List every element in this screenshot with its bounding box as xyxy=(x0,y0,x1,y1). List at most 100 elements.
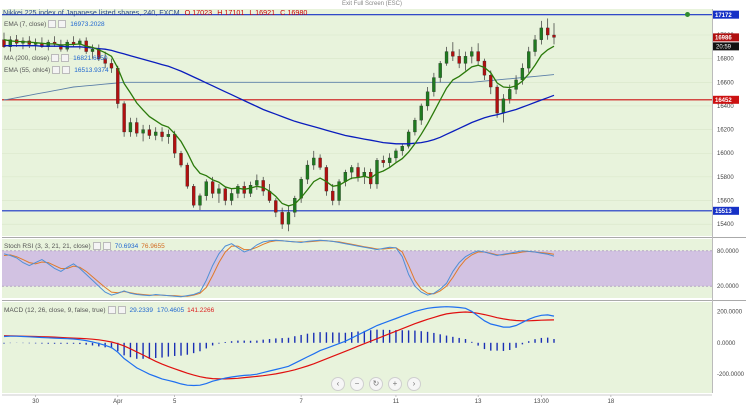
candle xyxy=(154,131,158,136)
candle xyxy=(552,34,556,38)
legend-ema7[interactable]: EMA (7, close) 16973.2028 xyxy=(4,20,105,29)
status-dot-icon xyxy=(685,12,690,17)
exit-fullscreen-button[interactable]: Exit Full Screen (ESC) xyxy=(342,1,403,7)
candle xyxy=(280,212,284,225)
candle xyxy=(192,186,196,206)
level-label-bg xyxy=(713,10,739,19)
candle xyxy=(394,150,398,159)
candle xyxy=(90,49,95,52)
macd-tick-label: -200.0000 xyxy=(717,372,745,378)
candle xyxy=(210,181,215,194)
candle xyxy=(337,181,341,201)
candle xyxy=(312,157,316,166)
candle xyxy=(343,172,348,182)
candle xyxy=(425,91,430,107)
main-pane-bg xyxy=(2,9,712,236)
chart-navigation: ‹ − ↻ + › xyxy=(331,373,426,391)
candle xyxy=(128,122,133,133)
x-tick-label: 11 xyxy=(393,399,400,405)
ohlc-open: O 17023 xyxy=(184,8,213,17)
candle xyxy=(204,181,208,196)
y-tick-label: 15600 xyxy=(717,199,734,205)
nav-zoom-out-button[interactable]: − xyxy=(350,377,364,391)
nav-zoom-in-button[interactable]: + xyxy=(388,377,402,391)
x-tick-label: 13:00 xyxy=(534,399,550,405)
candle xyxy=(419,105,423,121)
nav-back-button[interactable]: ‹ xyxy=(331,377,345,391)
candle xyxy=(217,188,221,194)
y-tick-label: 15800 xyxy=(717,175,734,181)
candle xyxy=(122,103,126,133)
candle xyxy=(248,185,253,194)
candle xyxy=(198,195,202,206)
candle xyxy=(457,56,461,64)
last-price-bg xyxy=(713,33,739,42)
candle xyxy=(527,51,531,69)
candle xyxy=(520,67,525,81)
ema7-line xyxy=(3,39,555,207)
candle xyxy=(116,67,120,104)
candle xyxy=(432,77,436,92)
ohlc-close: C 16980 xyxy=(280,8,308,17)
candle xyxy=(476,51,480,62)
legend-ma200[interactable]: MA (200, close) 16821.6650 xyxy=(4,54,108,63)
candle xyxy=(141,129,145,134)
y-tick-label: 16200 xyxy=(717,128,734,134)
rsi-tick-label: 20.0000 xyxy=(717,284,739,290)
candle xyxy=(223,188,227,201)
candle xyxy=(463,56,468,64)
x-tick-label: 30 xyxy=(32,399,39,405)
rsi-band xyxy=(2,250,712,287)
candle xyxy=(546,27,550,36)
candle xyxy=(501,98,506,114)
y-tick-label: 16400 xyxy=(717,104,734,110)
rsi-tick-label: 80.0000 xyxy=(717,249,739,255)
candle xyxy=(406,131,411,147)
y-tick-label: 15400 xyxy=(717,222,734,228)
countdown-label: 20:59 xyxy=(716,45,732,51)
legend-ema55[interactable]: EMA (55, ohlc4) 16513.9374 xyxy=(4,66,109,75)
candle xyxy=(495,86,499,114)
x-tick-label: Apr xyxy=(113,399,122,405)
macd-tick-label: 0.0000 xyxy=(717,341,736,347)
nav-reset-button[interactable]: ↻ xyxy=(369,377,383,391)
countdown-bg xyxy=(713,42,739,51)
legend-macd[interactable]: MACD (12, 26, close, 9, false, true) 29.2… xyxy=(4,306,215,315)
candle xyxy=(305,164,310,180)
last-price-label: 16986 xyxy=(715,36,732,42)
ma200-line xyxy=(3,74,555,101)
legend-stoch-rsi[interactable]: Stoch RSI (3, 3, 21, 21, close) 70.6934 76… xyxy=(4,242,165,251)
candle xyxy=(65,41,69,50)
x-tick-label: 7 xyxy=(299,399,303,405)
candle xyxy=(381,160,385,163)
x-tick-label: 13 xyxy=(475,399,482,405)
ohlc-low: L 16921 xyxy=(249,8,276,17)
candle xyxy=(160,131,164,137)
candle xyxy=(103,58,107,64)
y-tick-label: 16600 xyxy=(717,80,734,86)
stoch-k-line xyxy=(3,239,555,298)
candle xyxy=(451,51,455,57)
nav-forward-button[interactable]: › xyxy=(407,377,421,391)
candle xyxy=(286,212,291,225)
candle xyxy=(33,43,38,45)
ohlc-high: H 17101 xyxy=(217,8,245,17)
candle xyxy=(413,119,417,133)
candle xyxy=(255,180,259,186)
level-label: 15513 xyxy=(715,209,732,215)
candle xyxy=(400,145,404,152)
candle xyxy=(173,134,177,154)
candle xyxy=(508,89,512,100)
candle xyxy=(318,157,322,168)
candle xyxy=(533,39,537,52)
macd-signal-line xyxy=(3,311,555,380)
candle xyxy=(109,63,114,69)
candle xyxy=(135,122,139,134)
candle xyxy=(470,51,474,57)
candle xyxy=(375,160,379,185)
x-tick-label: 18 xyxy=(608,399,615,405)
candle xyxy=(236,186,240,194)
candle xyxy=(261,180,265,192)
level-label: 16452 xyxy=(715,98,732,104)
